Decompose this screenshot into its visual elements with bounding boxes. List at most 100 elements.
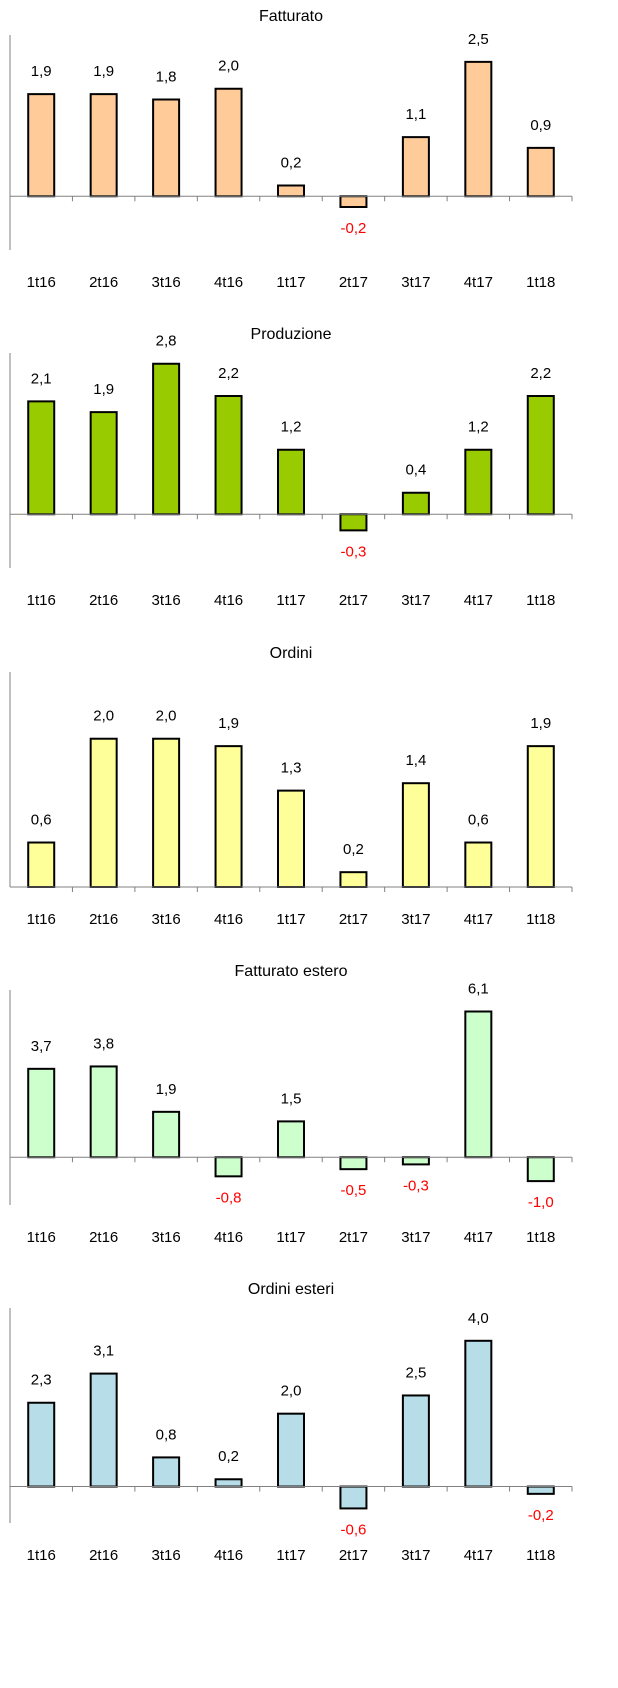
x-tick-label: 4t17 [464, 1229, 493, 1246]
value-label: -0,3 [403, 1177, 429, 1194]
value-label: 1,2 [468, 419, 489, 436]
x-tick-label: 4t16 [214, 911, 243, 928]
value-label: 2,0 [218, 58, 239, 75]
value-label: 2,0 [93, 708, 114, 725]
x-tick-label: 2t17 [339, 592, 368, 609]
bar [89, 1065, 118, 1159]
value-label: 0,2 [343, 841, 364, 858]
value-label: 0,9 [530, 117, 551, 134]
value-label: -0,6 [341, 1521, 367, 1538]
bar [526, 146, 555, 198]
value-label: 3,7 [31, 1038, 52, 1055]
bar [27, 93, 56, 198]
value-label: 2,5 [468, 31, 489, 48]
bar [339, 871, 368, 889]
bar [152, 737, 181, 888]
x-tick-label: 3t16 [152, 911, 181, 928]
value-label: 1,9 [93, 63, 114, 80]
value-label: 2,0 [281, 1383, 302, 1400]
x-tick-label: 4t16 [214, 592, 243, 609]
x-tick-label: 4t16 [214, 1229, 243, 1246]
x-tick-label: 1t18 [526, 911, 555, 928]
chart-title: Ordini [270, 645, 313, 662]
x-tick-label: 4t17 [464, 274, 493, 291]
bar [526, 745, 555, 889]
x-tick-label: 2t16 [89, 592, 118, 609]
x-tick-label: 3t16 [152, 1229, 181, 1246]
bar [526, 395, 555, 516]
value-label: 0,6 [468, 811, 489, 828]
bar [277, 789, 305, 888]
value-label: 1,3 [281, 760, 302, 777]
value-label: 1,9 [31, 63, 52, 80]
bar [526, 1156, 555, 1183]
chart-title: Ordini esteri [248, 1281, 334, 1298]
x-tick-label: 2t17 [339, 911, 368, 928]
bar [464, 448, 493, 516]
bar [152, 98, 181, 198]
value-label: 3,1 [93, 1343, 114, 1360]
bar [464, 60, 493, 198]
x-tick-label: 1t18 [526, 1229, 555, 1246]
x-tick-label: 1t17 [276, 592, 305, 609]
bar [526, 1485, 555, 1495]
bar [401, 491, 430, 516]
bar [89, 411, 118, 516]
x-tick-label: 3t16 [152, 274, 181, 291]
x-tick-label: 1t17 [276, 1229, 305, 1246]
x-tick-label: 4t17 [464, 1547, 493, 1564]
bar [339, 1156, 368, 1171]
bar [464, 1010, 493, 1159]
x-tick-label: 1t16 [27, 274, 56, 291]
bar [27, 400, 56, 516]
value-label: 0,2 [281, 154, 302, 171]
x-tick-label: 1t18 [526, 1547, 555, 1564]
value-label: 6,1 [468, 980, 489, 997]
x-tick-label: 1t16 [27, 1229, 56, 1246]
bar [277, 448, 305, 516]
value-label: 2,8 [156, 333, 177, 350]
bar [401, 136, 430, 198]
value-label: -1,0 [528, 1194, 554, 1211]
value-label: 2,2 [530, 365, 551, 382]
bar [214, 1156, 243, 1178]
bar [277, 1120, 305, 1159]
chart-title: Fatturato estero [235, 963, 348, 980]
x-tick-label: 1t18 [526, 274, 555, 291]
bar [152, 1456, 181, 1488]
value-label: 1,1 [405, 106, 426, 123]
value-label: 1,8 [156, 68, 177, 85]
value-label: 3,8 [93, 1035, 114, 1052]
value-label: 1,5 [281, 1090, 302, 1107]
x-tick-label: 1t18 [526, 592, 555, 609]
value-label: -0,5 [341, 1182, 367, 1199]
x-tick-label: 3t17 [401, 1547, 430, 1564]
bar [277, 184, 305, 198]
x-tick-label: 1t17 [276, 1547, 305, 1564]
bar [214, 87, 243, 198]
value-label: -0,2 [341, 220, 367, 237]
bar [89, 1372, 118, 1488]
chart-title: Produzione [251, 326, 332, 343]
value-label: -0,8 [216, 1189, 242, 1206]
bar [401, 782, 430, 889]
value-label: 2,2 [218, 365, 239, 382]
bar [214, 745, 243, 889]
bar [27, 841, 56, 888]
bar [214, 395, 243, 516]
value-label: 2,3 [31, 1372, 52, 1389]
bar [89, 737, 118, 888]
x-tick-label: 2t17 [339, 1229, 368, 1246]
bar [339, 195, 368, 208]
bar [152, 362, 181, 516]
x-tick-label: 1t17 [276, 274, 305, 291]
x-tick-label: 2t16 [89, 274, 118, 291]
value-label: 1,9 [218, 715, 239, 732]
value-label: 1,2 [281, 419, 302, 436]
value-label: 1,4 [405, 752, 426, 769]
x-tick-label: 2t17 [339, 274, 368, 291]
value-label: 0,8 [156, 1426, 177, 1443]
x-tick-label: 1t17 [276, 911, 305, 928]
value-label: 0,6 [31, 811, 52, 828]
